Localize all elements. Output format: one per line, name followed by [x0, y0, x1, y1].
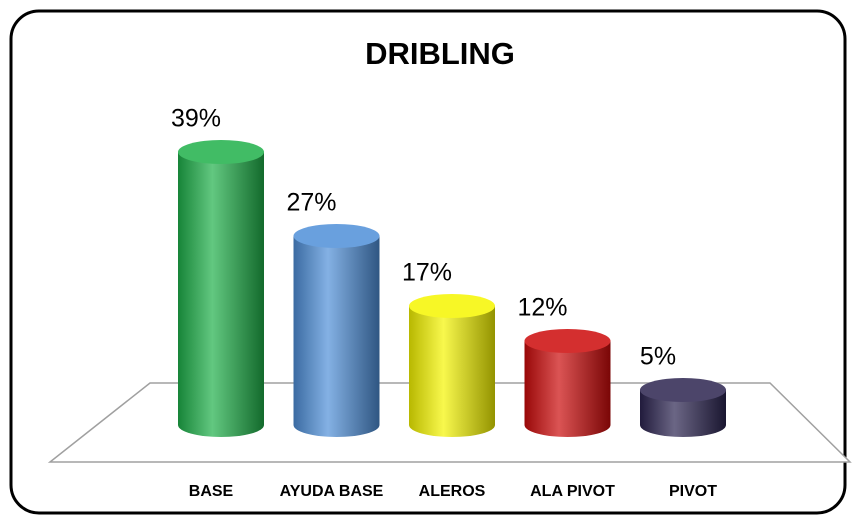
bar-top	[178, 140, 264, 164]
data-label: 27%	[286, 189, 336, 217]
data-label: 5%	[640, 343, 676, 371]
bar-body	[178, 152, 264, 437]
x-tick-label: ALEROS	[419, 483, 486, 500]
x-tick-label: AYUDA BASE	[280, 483, 384, 500]
bar	[524, 329, 611, 437]
bar-top	[293, 224, 380, 248]
x-tick-label: PIVOT	[669, 483, 717, 500]
bar-top	[640, 378, 726, 402]
bar-body	[524, 341, 611, 437]
bar-body	[293, 236, 380, 437]
data-label: 12%	[517, 294, 567, 322]
bar	[293, 224, 380, 437]
bar	[178, 140, 264, 437]
x-tick-label: BASE	[189, 483, 234, 500]
data-label: 39%	[171, 105, 221, 133]
bar	[409, 294, 495, 437]
x-tick-label: ALA PIVOT	[530, 483, 615, 500]
data-label: 17%	[402, 259, 452, 287]
bar-top	[409, 294, 495, 318]
bar-top	[524, 329, 611, 353]
bar	[640, 378, 726, 437]
bar-body	[640, 390, 726, 437]
chart-title: DRIBLING	[365, 36, 515, 71]
bar-body	[409, 306, 495, 437]
